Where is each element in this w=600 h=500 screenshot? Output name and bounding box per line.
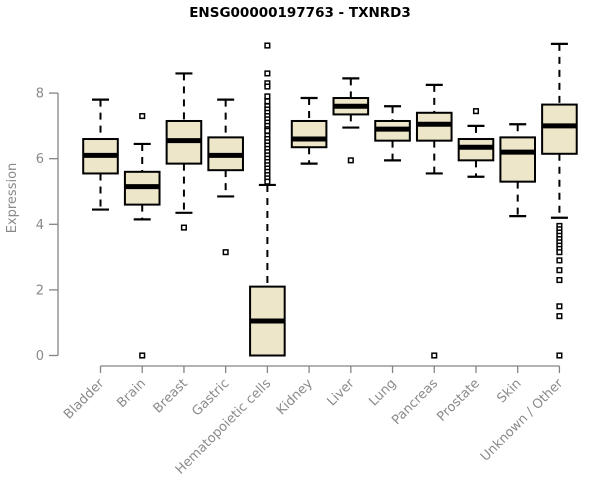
outlier-point xyxy=(264,93,271,100)
outlier-point xyxy=(139,352,146,359)
outlier-point xyxy=(222,249,229,256)
outlier-point xyxy=(431,352,438,359)
iqr-box xyxy=(499,136,536,183)
boxplot-lung xyxy=(374,105,411,162)
iqr-box xyxy=(541,103,578,155)
x-tick-label: Skin xyxy=(494,376,524,406)
boxplot-prostate xyxy=(457,108,495,178)
y-tick-label: 0 xyxy=(36,349,44,364)
x-tick-label: Unknown / Other xyxy=(478,376,567,465)
x-tick-label: Kidney xyxy=(274,376,316,418)
iqr-box xyxy=(290,119,328,149)
boxplot-breast xyxy=(165,72,203,231)
outlier-point xyxy=(264,83,271,90)
boxplot-gastric xyxy=(207,98,244,256)
y-axis-title: Expression xyxy=(5,163,20,234)
boxplot-unknown-other xyxy=(541,42,578,359)
outlier-point xyxy=(264,178,271,185)
outlier-point xyxy=(556,267,563,274)
outlier-point xyxy=(556,352,563,359)
boxplot-liver xyxy=(332,77,370,164)
boxplot-bladder xyxy=(82,98,119,211)
y-tick-label: 2 xyxy=(36,283,44,298)
y-tick-label: 6 xyxy=(36,152,44,167)
y-tick-label: 4 xyxy=(36,218,44,233)
outlier-point xyxy=(264,70,271,77)
x-tick-label: Pancreas xyxy=(389,376,441,428)
outlier-point xyxy=(139,113,146,120)
outlier-point xyxy=(556,313,563,320)
outlier-point xyxy=(264,98,271,105)
outlier-point xyxy=(556,277,563,284)
boxplot-kidney xyxy=(290,96,328,165)
outlier-point xyxy=(556,257,563,264)
x-tick-label: Liver xyxy=(324,376,358,410)
outlier-point xyxy=(556,249,563,256)
outlier-point xyxy=(556,303,563,310)
boxplot-skin xyxy=(499,123,536,218)
y-tick-label: 8 xyxy=(36,87,44,102)
chart-title: ENSG00000197763 - TXNRD3 xyxy=(189,5,411,21)
y-axis: 0 2 4 6 8 Expression xyxy=(5,87,59,364)
x-tick-label: Prostate xyxy=(434,376,482,424)
outlier-point xyxy=(180,224,187,231)
boxplot-pancreas xyxy=(415,83,453,359)
outlier-point xyxy=(264,127,271,134)
x-tick-label: Lung xyxy=(366,376,399,409)
x-tick-label: Brain xyxy=(114,376,149,411)
outlier-point xyxy=(472,108,480,115)
boxplot-brain xyxy=(123,113,161,359)
boxplot-hematopoietic-cells xyxy=(249,42,286,357)
outlier-point xyxy=(264,42,271,49)
outlier-point xyxy=(347,157,354,164)
x-tick-label: Bladder xyxy=(61,376,108,423)
x-tick-label: Breast xyxy=(151,376,191,416)
